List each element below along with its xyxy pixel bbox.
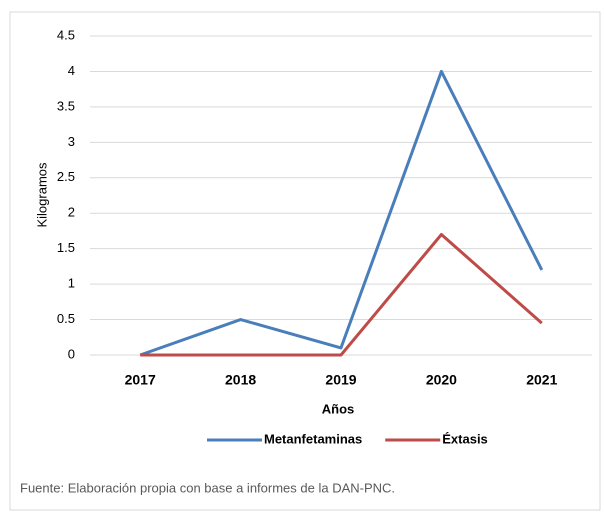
y-tick-label: 0 [68,346,75,361]
y-tick-label: 4 [68,63,75,78]
legend-label: Éxtasis [442,431,488,446]
y-tick-label: 3.5 [57,98,75,113]
chart-border [9,11,601,511]
x-tick-label: 2021 [526,372,557,388]
data-line [139,69,544,357]
data-line [140,232,543,357]
x-axis-label: Años [322,401,355,416]
y-tick-label: 0.5 [57,311,75,326]
x-tick-label: 2018 [225,372,256,388]
source-note: Fuente: Elaboración propia con base a in… [20,480,395,495]
y-tick-label: 1 [68,276,75,291]
legend-label: Metanfetaminas [264,431,362,446]
x-tick-label: 2020 [426,372,457,388]
y-axis-label: Kilogramos [34,162,49,228]
x-tick-label: 2019 [325,372,356,388]
y-tick-label: 4.5 [57,27,75,42]
x-tick-label: 2017 [125,372,156,388]
y-tick-label: 2 [68,205,75,220]
y-tick-label: 3 [68,134,75,149]
y-tick-label: 1.5 [57,240,75,255]
y-tick-label: 2.5 [57,169,75,184]
